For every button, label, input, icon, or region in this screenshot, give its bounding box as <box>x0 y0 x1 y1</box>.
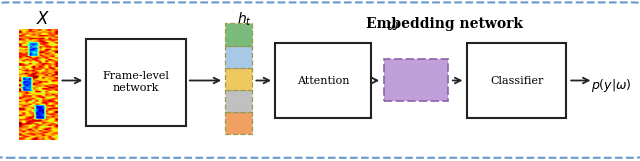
Bar <box>225 112 252 134</box>
Bar <box>384 59 448 101</box>
Text: $X$: $X$ <box>36 11 51 28</box>
Bar <box>275 43 371 118</box>
Text: Frame-level
network: Frame-level network <box>102 71 170 93</box>
FancyBboxPatch shape <box>0 2 640 158</box>
Bar <box>225 90 252 112</box>
Text: $p(y|\omega)$: $p(y|\omega)$ <box>591 77 632 94</box>
Bar <box>225 46 252 68</box>
Text: Embedding network: Embedding network <box>366 17 524 31</box>
Text: Attention: Attention <box>297 76 349 85</box>
Text: $h_t$: $h_t$ <box>237 11 252 28</box>
Bar <box>86 39 186 126</box>
Text: $\omega$: $\omega$ <box>387 19 399 33</box>
Bar <box>225 68 252 90</box>
Bar <box>467 43 566 118</box>
Bar <box>225 23 252 46</box>
Text: Classifier: Classifier <box>490 76 543 85</box>
